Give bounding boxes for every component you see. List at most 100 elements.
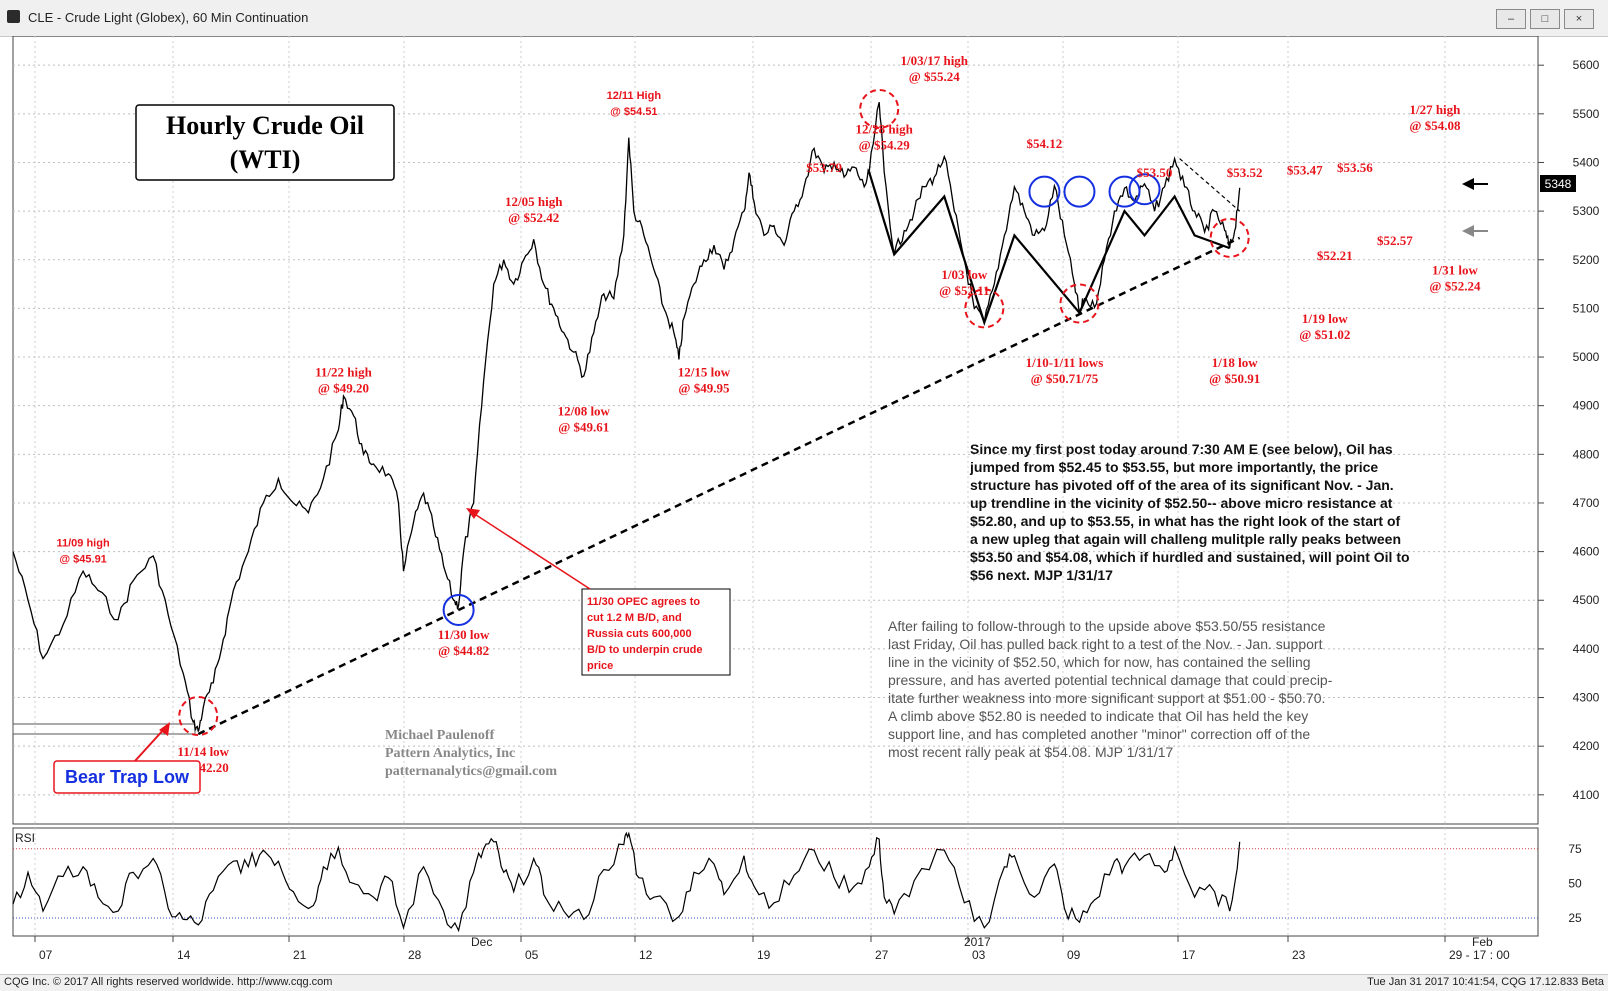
rsi-panel (12, 827, 1539, 937)
zigzag-line (868, 171, 1231, 326)
commentary-secondary: After failing to follow-through to the u… (888, 618, 1333, 760)
svg-text:up trendline in the vicinity o: up trendline in the vicinity of $52.50--… (970, 495, 1393, 511)
chart-title-box: Hourly Crude Oil (WTI) (135, 104, 395, 181)
price-annotation-label: $53.79 (806, 160, 842, 175)
bear-trap-arrow (134, 722, 170, 762)
svg-text:most recent rally peak at $54.: most recent rally peak at $54.08. MJP 1/… (888, 744, 1174, 760)
price-annotation-label: @ $52.24 (1429, 278, 1481, 293)
price-tick-label: 4900 (1573, 399, 1600, 413)
svg-text:$56 next. MJP 1/31/17: $56 next. MJP 1/31/17 (970, 567, 1113, 583)
price-annotation-label: $53.50 (1137, 165, 1173, 180)
price-tick-label: 5200 (1573, 253, 1600, 267)
svg-text:cut 1.2 M B/D, and: cut 1.2 M B/D, and (587, 612, 682, 624)
svg-text:Russia cuts 600,000: Russia cuts 600,000 (587, 628, 692, 640)
commentary-primary: Since my first post today around 7:30 AM… (969, 441, 1410, 583)
price-grid (13, 36, 1538, 824)
minimize-button[interactable]: – (1496, 9, 1526, 29)
svg-text:Since my first post today arou: Since my first post today around 7:30 AM… (970, 441, 1393, 457)
price-annotation-label: $52.21 (1317, 248, 1353, 263)
circle-markers (178, 88, 1250, 737)
zigzag-dashed-line (1179, 158, 1241, 212)
app-icon (7, 10, 20, 23)
last-price-badge: 5348 (1540, 175, 1576, 192)
svg-text:price: price (587, 660, 613, 672)
price-annotation-label: @ $49.95 (678, 380, 730, 395)
window-titlebar: CLE - Crude Light (Globex), 60 Min Conti… (0, 0, 1608, 37)
price-annotation-label: 12/28 high (855, 121, 913, 136)
price-annotation-label: $54.12 (1027, 136, 1063, 151)
price-tick-label: 4300 (1573, 691, 1600, 705)
blue-circle-marker (1063, 175, 1096, 208)
price-annotation-label: 11/14 low (177, 744, 229, 759)
price-annotation-label: @ $55.24 (909, 69, 961, 84)
price-annotation-label: 1/31 low (1432, 262, 1478, 277)
price-annotation-label: 11/09 high (56, 538, 109, 550)
price-tick-label: 4600 (1573, 545, 1600, 559)
red-dashed-circle-marker (1059, 283, 1100, 324)
price-tick-label: 5600 (1573, 58, 1600, 72)
time-tick-label: 23 (1292, 948, 1306, 962)
price-annotation-label: @ $44.82 (438, 643, 489, 658)
price-annotation-label: 11/22 high (315, 364, 372, 379)
price-annotation-label: 1/19 low (1302, 311, 1348, 326)
chart-area[interactable]: 4100 4200 4300 4400 4500 4600 4700 4800 4900 5000… (0, 36, 1608, 974)
svg-text:A climb above $52.80 is needed: A climb above $52.80 is needed to indica… (888, 708, 1308, 724)
price-annotation-label: @ $54.29 (859, 137, 911, 152)
close-button[interactable]: × (1564, 9, 1594, 29)
price-annotation-label: 12/11 High (607, 90, 662, 102)
time-tick-label: 19 (757, 948, 771, 962)
status-bar: CQG Inc. © 2017 All rights reserved worl… (0, 974, 1608, 991)
price-annotation-label: @ $50.91 (1209, 371, 1260, 386)
blue-circle-marker (442, 593, 475, 626)
price-tick-label: 4500 (1573, 593, 1600, 607)
rsi-tick-label: 75 (1568, 842, 1582, 856)
price-annotation-label: $52.57 (1377, 233, 1413, 248)
rsi-series-line (12, 831, 1241, 933)
svg-text:$52.80, and up to $53.55, in w: $52.80, and up to $53.55, in what has th… (970, 513, 1401, 529)
time-tick-label: 21 (293, 948, 307, 962)
price-tick-label: 5300 (1573, 204, 1600, 218)
time-tick-label: 17 (1182, 948, 1196, 962)
svg-text:patternanalytics@gmail.com: patternanalytics@gmail.com (385, 764, 557, 779)
chart-title: Hourly Crude Oil (166, 111, 364, 140)
time-tick-label: 27 (875, 948, 889, 962)
red-dashed-circle-marker (859, 88, 900, 129)
blue-circle-marker (1028, 175, 1061, 208)
time-major-label: Dec (471, 935, 492, 949)
svg-text:B/D to underpin crude: B/D to underpin crude (587, 644, 703, 656)
price-annotation-label: 1/03 low (941, 267, 987, 282)
rsi-tick-label: 25 (1568, 911, 1582, 925)
red-dashed-circle-marker (1209, 217, 1250, 258)
svg-text:structure has pivoted off of t: structure has pivoted off of the area of… (970, 477, 1394, 493)
rsi-grid (13, 828, 1538, 936)
svg-text:a new upleg that again will ch: a new upleg that again will challeng mul… (970, 531, 1401, 547)
rsi-tick-label: 50 (1568, 876, 1582, 890)
time-tick-label: 29 - 17 : 00 (1449, 948, 1510, 962)
price-tick-label: 5100 (1573, 301, 1600, 315)
svg-text:last Friday, Oil has pulled ba: last Friday, Oil has pulled back right t… (888, 636, 1323, 652)
price-annotation-label: @ $54.08 (1409, 118, 1461, 133)
price-annotation-label: @ $49.20 (318, 380, 369, 395)
svg-text:itate further weakness into mo: itate further weakness into more signifi… (888, 690, 1325, 706)
author-credits: Michael Paulenoff Pattern Analytics, Inc… (385, 728, 557, 779)
price-tick-label: 5400 (1573, 155, 1600, 169)
time-major-label: 2017 (964, 935, 991, 949)
time-tick-label: 03 (972, 948, 986, 962)
price-axis: 4100 4200 4300 4400 4500 4600 4700 4800 4900 5000… (1538, 58, 1600, 802)
zigzag-pattern (868, 158, 1241, 326)
svg-text:Bear Trap Low: Bear Trap Low (65, 767, 190, 787)
support-trendline (197, 236, 1241, 736)
price-annotation-label: @ $52.42 (508, 210, 559, 225)
price-annotation-label: 11/30 low (438, 627, 490, 642)
time-tick-label: 28 (408, 948, 422, 962)
price-annotation-label: $53.56 (1337, 160, 1373, 175)
time-tick-label: 09 (1067, 948, 1081, 962)
opec-note-box: 11/30 OPEC agrees to cut 1.2 M B/D, and … (581, 588, 731, 676)
price-annotation-label: @ $51.02 (1299, 327, 1350, 342)
maximize-button[interactable]: □ (1530, 9, 1560, 29)
price-pointer-arrow (1462, 178, 1488, 190)
price-annotation-label: 12/15 low (678, 364, 731, 379)
time-tick-label: 07 (39, 948, 53, 962)
svg-text:After failing to follow-throug: After failing to follow-through to the u… (888, 618, 1326, 634)
